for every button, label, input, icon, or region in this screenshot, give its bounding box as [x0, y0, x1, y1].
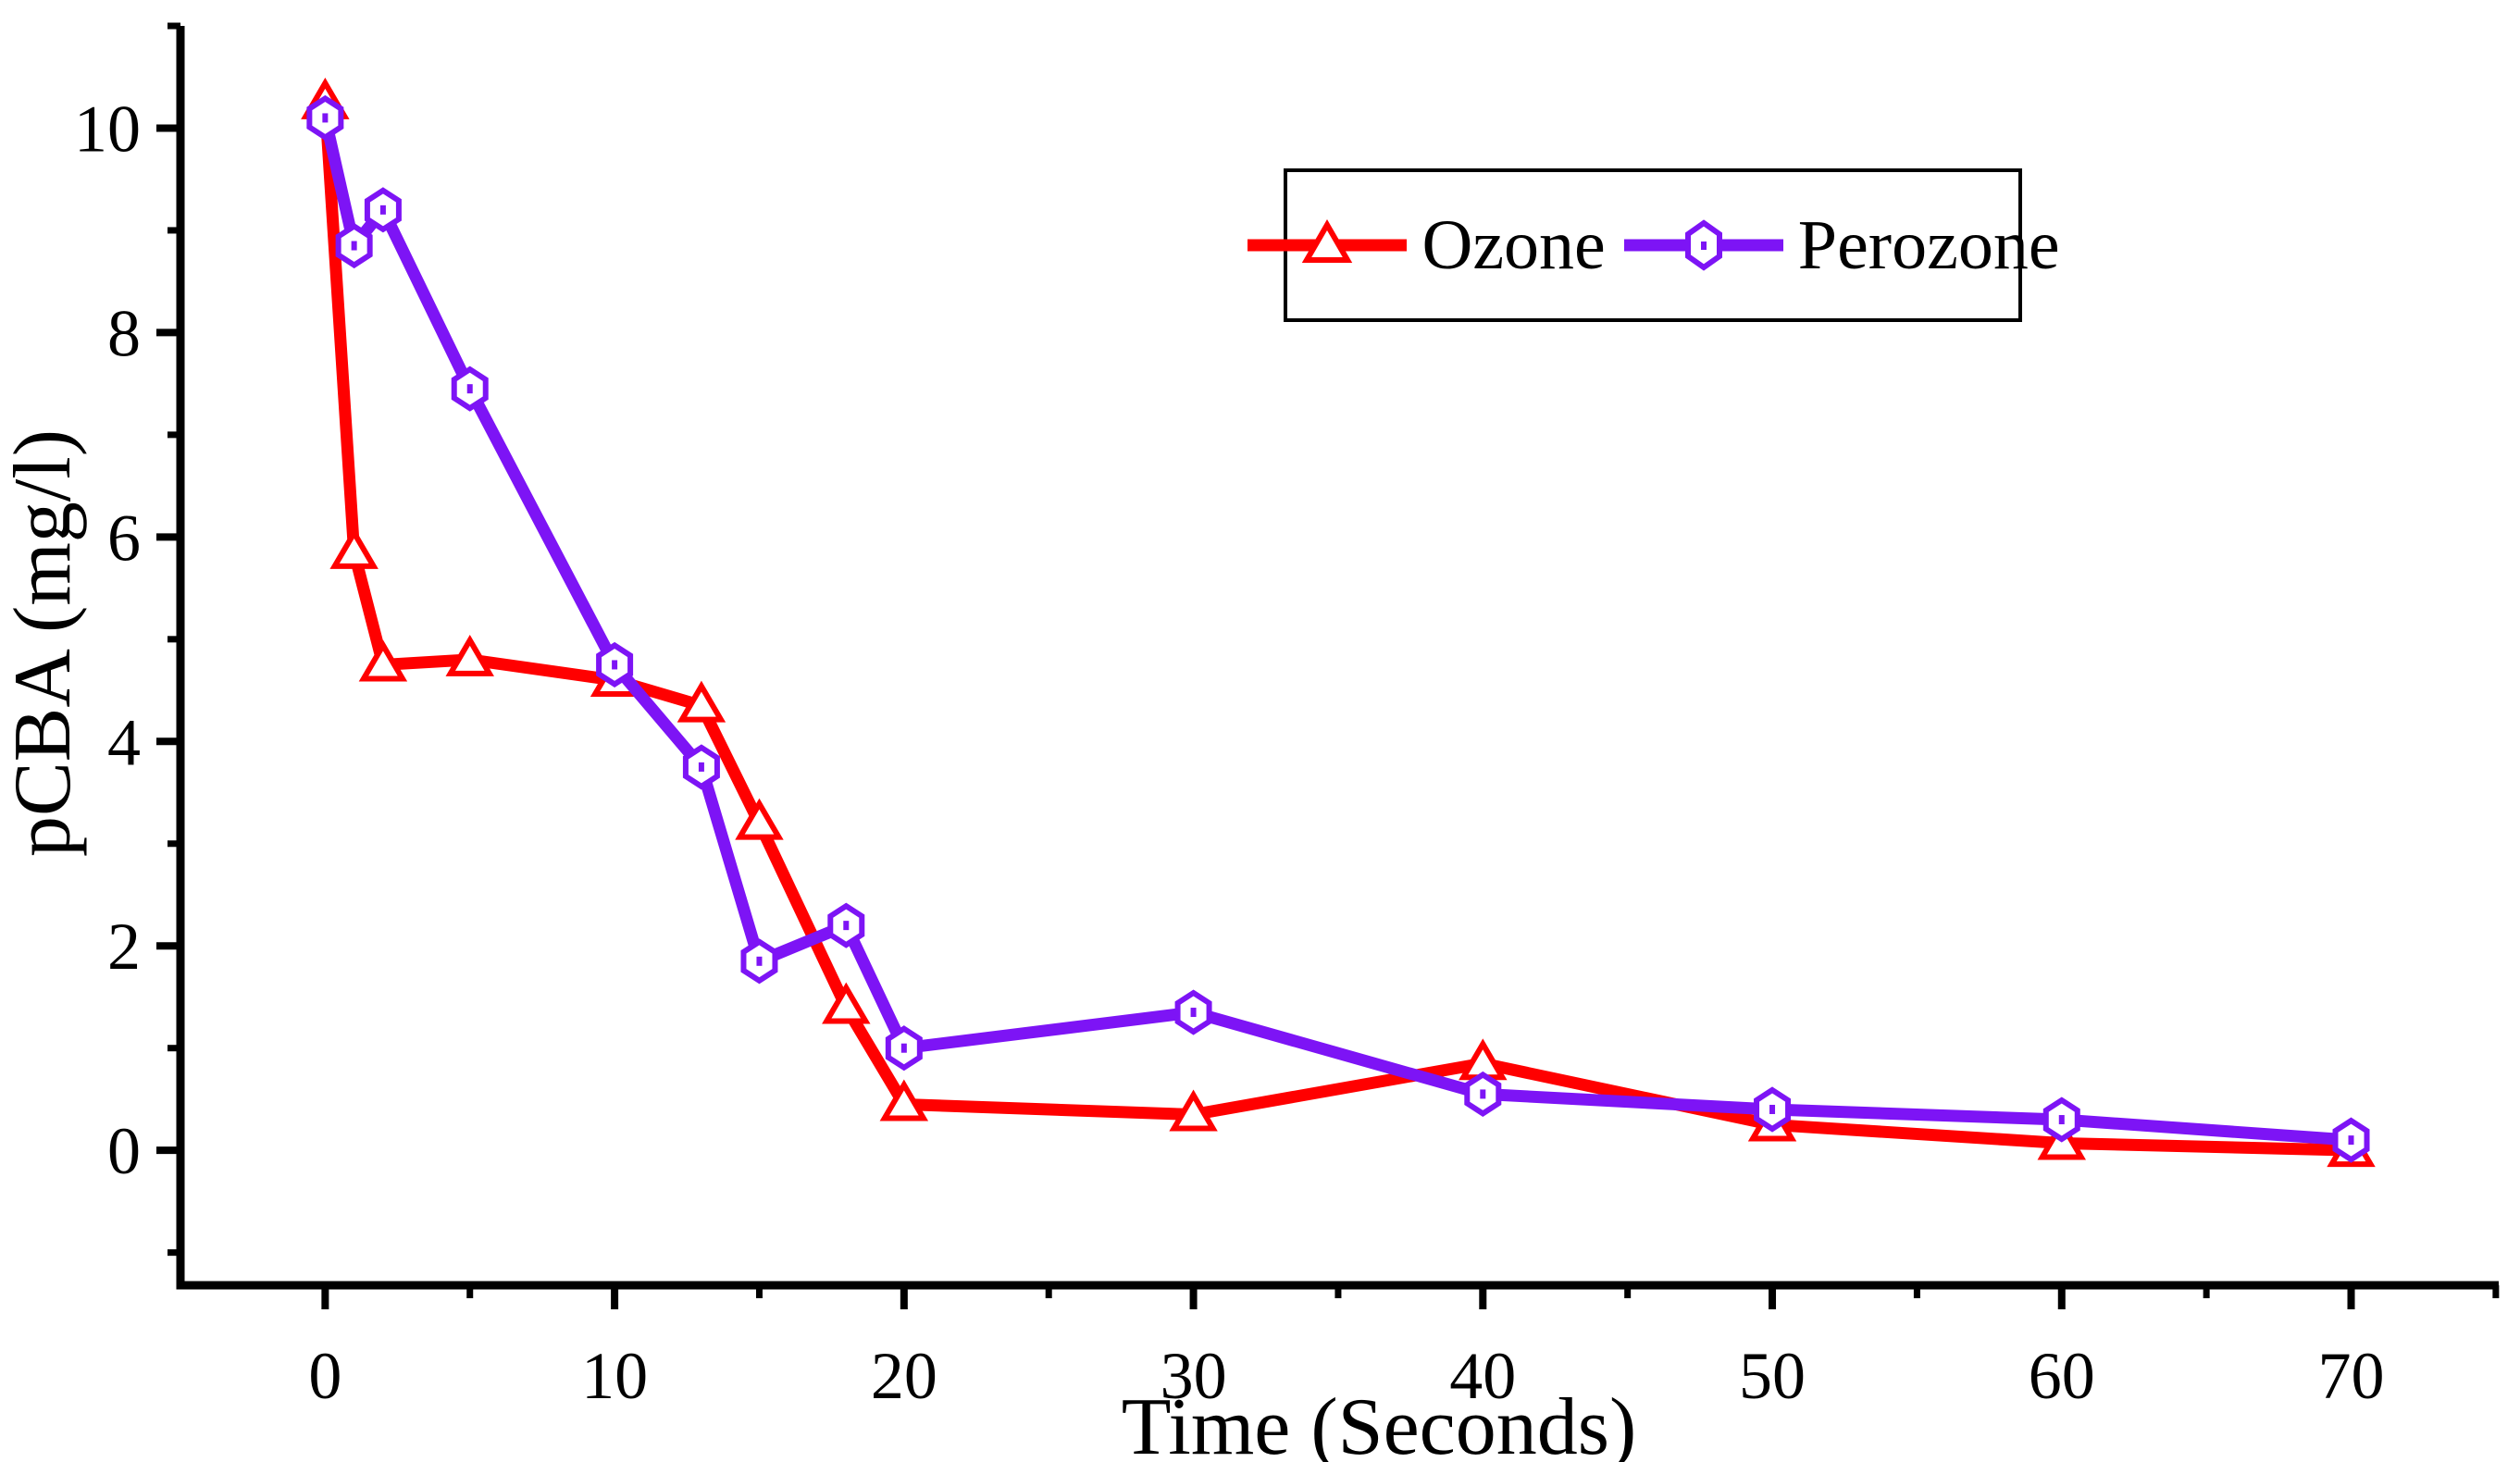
x-axis-title: Time (Seconds): [1121, 1382, 1637, 1462]
perozone-line-marker-icon: [1623, 219, 1783, 271]
x-tick-label: 0: [308, 1339, 341, 1413]
data-marker-triangle: [879, 1079, 929, 1121]
series-line-perozone: [318, 111, 2358, 1146]
series-line-ozone: [318, 96, 2358, 1157]
data-marker-center-dot: [2348, 1135, 2354, 1146]
data-marker-center-dot: [1480, 1089, 1486, 1099]
legend-item-ozone: Ozone: [1246, 206, 1606, 284]
ozone-line-marker-icon: [1248, 219, 1408, 263]
y-tick-label: 4: [107, 705, 141, 779]
y-tick-label: 10: [74, 92, 141, 166]
y-axis-title: pCBA (mg/l): [0, 428, 88, 858]
legend-item-perozone: Perozone: [1622, 210, 2060, 280]
y-tick-label: 0: [107, 1114, 141, 1188]
data-marker-center-dot: [1190, 1008, 1197, 1018]
data-marker-center-dot: [2058, 1115, 2065, 1125]
x-tick-label: 50: [1739, 1339, 1806, 1413]
data-marker-center-dot: [756, 956, 763, 966]
data-marker-center-dot: [612, 660, 618, 670]
data-marker-center-dot: [1769, 1104, 1776, 1114]
data-marker-center-dot: [466, 384, 473, 394]
y-tick-label: 8: [107, 296, 141, 370]
data-marker-center-dot: [322, 113, 329, 123]
data-marker-center-dot: [843, 921, 850, 931]
legend-label-perozone: Perozone: [1797, 206, 2060, 284]
data-marker-center-dot: [351, 241, 357, 251]
legend-label-ozone: Ozone: [1421, 206, 1606, 284]
data-marker-center-dot: [379, 204, 386, 215]
x-tick-label: 40: [1449, 1339, 1516, 1413]
x-tick-label: 20: [871, 1339, 937, 1413]
data-marker-triangle: [329, 527, 379, 569]
legend: Ozone Perozone: [1248, 168, 2060, 322]
x-tick-label: 10: [581, 1339, 648, 1413]
x-tick-label: 60: [2029, 1339, 2095, 1413]
data-marker-triangle: [358, 639, 408, 682]
data-marker-triangle: [677, 680, 726, 723]
x-tick-label: 70: [2318, 1339, 2385, 1413]
x-tick-label: 30: [1161, 1339, 1227, 1413]
data-marker-triangle: [1169, 1089, 1218, 1132]
data-marker-center-dot: [698, 762, 704, 772]
data-marker-triangle: [822, 982, 871, 1024]
data-marker-center-dot: [900, 1043, 907, 1053]
y-tick-label: 2: [107, 910, 141, 984]
y-tick-label: 6: [107, 501, 141, 575]
data-marker-triangle: [735, 798, 784, 840]
data-marker-triangle: [445, 634, 494, 676]
